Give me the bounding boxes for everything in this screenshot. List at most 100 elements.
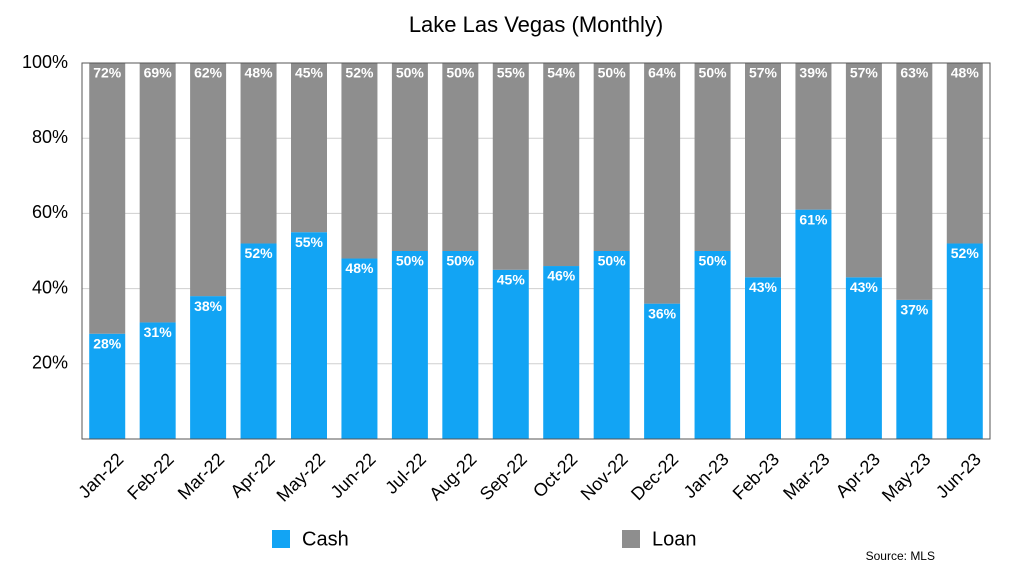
bar-segment (139, 322, 176, 439)
value-label: 48% (345, 260, 374, 276)
legend-label: Cash (302, 528, 349, 550)
value-label: 50% (598, 65, 627, 81)
value-label: 50% (699, 253, 728, 269)
value-label: 36% (648, 305, 677, 321)
bar-segment (644, 303, 681, 439)
bar-segment (896, 299, 933, 439)
value-label: 50% (396, 65, 425, 81)
bar-segment (694, 63, 731, 251)
value-label: 52% (951, 245, 980, 261)
value-label: 55% (497, 65, 526, 81)
bar-segment (543, 63, 580, 267)
value-label: 37% (900, 302, 929, 318)
value-label: 69% (144, 65, 173, 81)
bar-segment (190, 63, 227, 297)
value-label: 61% (799, 211, 828, 227)
y-tick-label: 100% (22, 52, 68, 72)
legend-swatch (272, 530, 290, 548)
legend-swatch (622, 530, 640, 548)
x-tick-label: Apr-23 (832, 449, 884, 501)
value-label: 50% (396, 253, 425, 269)
legend-label: Loan (652, 528, 697, 550)
bar-segment (745, 63, 781, 278)
value-label: 43% (749, 279, 778, 295)
bar-segment (341, 258, 378, 439)
x-tick-label: Oct-22 (529, 449, 581, 501)
x-tick-label: Jan-23 (680, 449, 733, 502)
bar-segment (492, 63, 529, 270)
value-label: 57% (749, 65, 778, 81)
value-label: 52% (245, 245, 274, 261)
value-label: 50% (446, 253, 475, 269)
x-tick-label: Sep-22 (476, 449, 531, 504)
y-tick-label: 40% (32, 277, 68, 297)
value-label: 52% (345, 65, 374, 81)
bar-segment (543, 266, 580, 439)
value-label: 48% (245, 65, 274, 81)
y-tick-label: 60% (32, 202, 68, 222)
value-label: 54% (547, 65, 576, 81)
value-label: 45% (295, 65, 324, 81)
bar-segment (240, 243, 277, 439)
x-tick-label: May-22 (273, 449, 330, 506)
bar-segment (291, 232, 327, 439)
x-tick-label: Feb-23 (729, 449, 783, 503)
bar-segment (694, 251, 731, 439)
bar-segment (745, 277, 781, 439)
bar-segment (795, 209, 832, 439)
plot-border (81, 62, 991, 440)
x-tick-label: Feb-22 (123, 449, 177, 503)
x-tick-label: Apr-22 (226, 449, 278, 501)
bar-segment (795, 63, 832, 210)
y-tick-label: 80% (32, 127, 68, 147)
value-label: 48% (951, 65, 980, 81)
value-label: 55% (295, 234, 324, 250)
bar-segment (442, 63, 479, 251)
bar-segment (89, 333, 126, 439)
value-label: 64% (648, 65, 677, 81)
value-label: 50% (446, 65, 475, 81)
value-label: 63% (900, 65, 929, 81)
chart-title: Lake Las Vegas (Monthly) (409, 12, 663, 37)
x-tick-label: Jun-23 (932, 449, 985, 502)
value-label: 50% (699, 65, 728, 81)
bar-segment (845, 63, 882, 278)
x-tick-label: Jan-22 (74, 449, 127, 502)
bar-segment (593, 251, 630, 439)
x-tick-label: Nov-22 (577, 449, 632, 504)
bar-segment (391, 251, 428, 439)
bar-segment (341, 63, 378, 259)
bar-segment (442, 251, 479, 439)
bar-segment (190, 296, 227, 439)
x-tick-label: Aug-22 (425, 449, 480, 504)
bar-segment (946, 243, 983, 439)
value-label: 39% (799, 65, 828, 81)
bar-segment (139, 63, 176, 323)
value-label: 38% (194, 298, 223, 314)
bar-segment (946, 63, 983, 244)
x-tick-label: Dec-22 (627, 449, 682, 504)
bar-segment (896, 63, 933, 300)
value-label: 45% (497, 272, 526, 288)
bar-segment (89, 63, 126, 334)
value-label: 28% (93, 335, 122, 351)
x-tick-label: Jul-22 (381, 449, 430, 498)
bar-segment (593, 63, 630, 251)
x-tick-label: May-23 (878, 449, 935, 506)
value-label: 43% (850, 279, 879, 295)
bar-segment (845, 277, 882, 439)
value-label: 57% (850, 65, 879, 81)
value-label: 72% (93, 65, 122, 81)
value-label: 31% (144, 324, 173, 340)
x-tick-label: Jun-22 (327, 449, 380, 502)
bar-segment (644, 63, 681, 304)
value-label: 50% (598, 253, 627, 269)
bar-segment (492, 269, 529, 439)
y-tick-label: 20% (32, 353, 68, 373)
bar-segment (240, 63, 277, 244)
x-tick-label: Mar-23 (779, 449, 833, 503)
x-tick-label: Mar-22 (174, 449, 228, 503)
source-note: Source: MLS (866, 549, 935, 563)
value-label: 46% (547, 268, 576, 284)
